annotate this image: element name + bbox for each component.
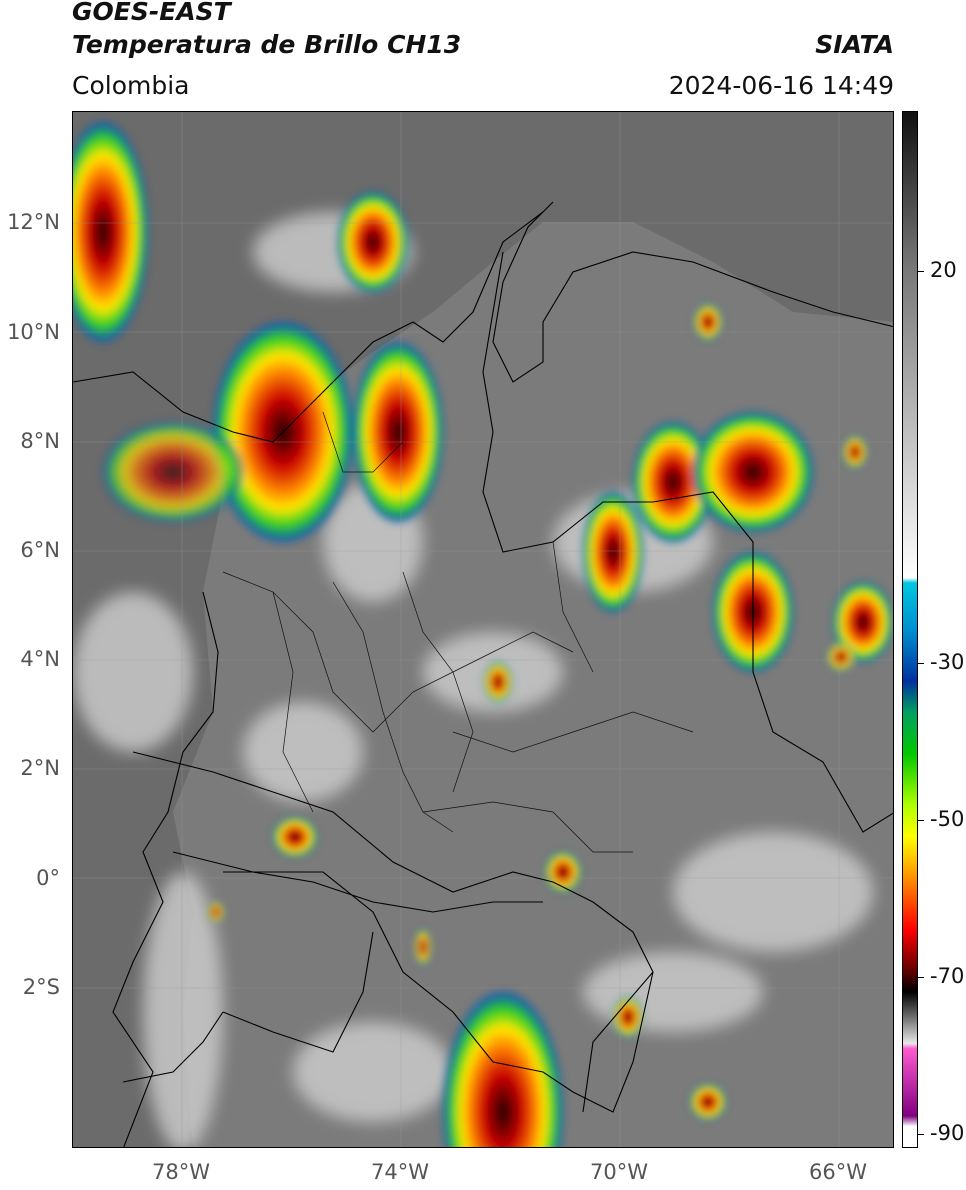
lat-label-4n: 4°N [20, 647, 60, 671]
org-label: SIATA [815, 30, 894, 59]
cbar-label-20: 20 [930, 258, 957, 282]
satellite-map [72, 111, 894, 1148]
lat-label-2n: 2°N [20, 756, 60, 780]
cbar-tick [918, 271, 924, 272]
lat-label-6n: 6°N [20, 538, 60, 562]
lat-label-8n: 8°N [20, 429, 60, 453]
gridlines [73, 112, 893, 1147]
cbar-label-minus70: -70 [930, 964, 965, 988]
lat-label-0: 0° [36, 866, 60, 890]
borders [73, 201, 893, 1147]
cbar-tick [918, 820, 924, 821]
cbar-label-minus90: -90 [930, 1121, 965, 1145]
departments [222, 411, 694, 853]
colorbar [902, 111, 918, 1148]
lon-label-74w: 74°W [371, 1160, 429, 1184]
lat-label-12n: 12°N [7, 210, 60, 234]
lon-label-70w: 70°W [590, 1160, 648, 1184]
cbar-label-minus30: -30 [930, 650, 965, 674]
cbar-tick [918, 1134, 924, 1135]
datetime-label: 2024-06-16 14:49 [668, 71, 894, 100]
lat-label-10n: 10°N [7, 320, 60, 344]
product-title: Temperatura de Brillo CH13 [72, 30, 462, 59]
lat-label-2s: 2°S [22, 975, 60, 999]
satellite-title: GOES-EAST [72, 0, 231, 26]
cbar-label-minus50: -50 [930, 807, 965, 831]
lon-label-78w: 78°W [152, 1160, 210, 1184]
lon-label-66w: 66°W [809, 1160, 867, 1184]
cbar-tick [918, 977, 924, 978]
cbar-tick [918, 663, 924, 664]
region-label: Colombia [72, 71, 190, 100]
